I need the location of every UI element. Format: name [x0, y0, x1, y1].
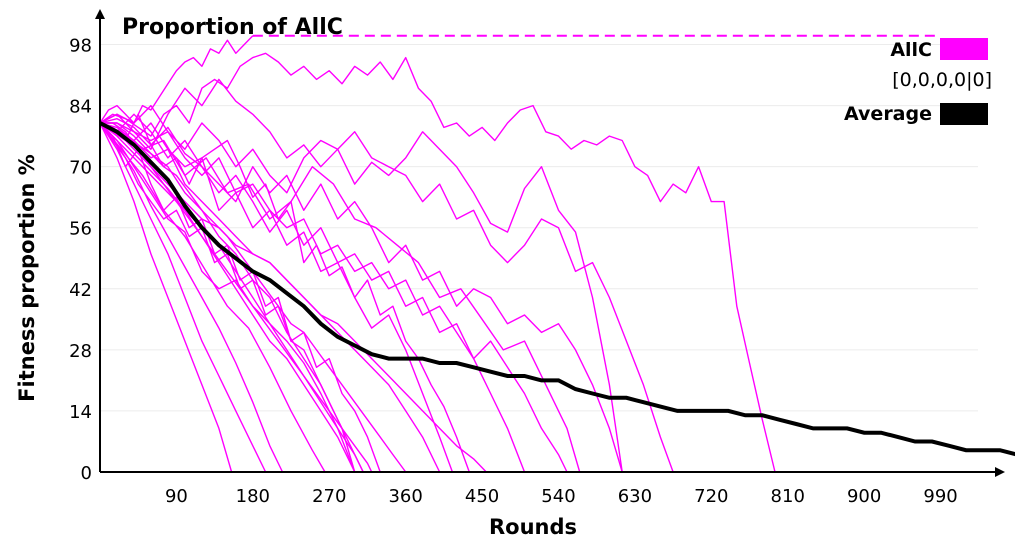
legend-label-average: Average	[844, 103, 932, 125]
y-axis-label: Fitness proportion %	[15, 154, 39, 402]
run-line-2	[99, 52, 776, 473]
axes	[95, 9, 1005, 477]
x-tick-label: 720	[694, 486, 728, 507]
y-tick-label: 28	[69, 341, 92, 362]
y-tick-label: 84	[69, 97, 92, 118]
run-line-5	[99, 122, 356, 473]
x-tick-label: 990	[923, 486, 957, 507]
chart-title: Proportion of AllC	[122, 15, 343, 40]
legend-label-allc: AllC	[890, 39, 932, 61]
y-tick-label: 0	[81, 463, 92, 484]
x-tick-labels: 90 180 270 360 450 540 630 720 810 900 990	[165, 486, 958, 507]
average-line	[99, 121, 1015, 457]
run-line-20	[99, 122, 487, 473]
run-lines	[99, 35, 776, 473]
run-line-21	[99, 122, 356, 473]
y-tick-label: 56	[69, 219, 92, 240]
run-line-10	[99, 122, 454, 473]
x-tick-label: 900	[847, 486, 881, 507]
x-axis-label: Rounds	[489, 515, 577, 539]
y-tick-label: 14	[69, 402, 92, 423]
run-line-3	[99, 78, 623, 473]
run-line-8	[99, 122, 284, 473]
x-tick-label: 270	[312, 486, 346, 507]
run-line-19	[99, 104, 674, 473]
x-tick-label: 90	[165, 486, 188, 507]
legend-swatch-average	[940, 103, 988, 125]
y-tick-label: 98	[69, 36, 92, 57]
legend: AllC [0,0,0,0|0] Average	[844, 38, 992, 125]
x-tick-label: 540	[541, 486, 575, 507]
run-line-12	[99, 122, 581, 473]
y-tick-label: 42	[69, 280, 92, 301]
run-line-22	[99, 122, 267, 473]
run-line-18	[99, 122, 364, 473]
run-line-17	[100, 122, 373, 473]
run-line-1	[99, 35, 254, 124]
x-tick-label: 630	[618, 486, 652, 507]
y-tick-label: 70	[69, 158, 92, 179]
x-tick-label: 450	[465, 486, 499, 507]
legend-swatch-allc	[940, 38, 988, 60]
run-line-7	[99, 122, 233, 473]
x-tick-label: 180	[236, 486, 270, 507]
y-tick-labels: 0 14 28 42 56 70 84 98	[69, 36, 92, 484]
legend-label-strategy: [0,0,0,0|0]	[892, 69, 992, 91]
run-line-4	[99, 113, 470, 473]
run-line-6	[99, 122, 326, 473]
run-line-24	[100, 122, 568, 473]
x-tick-label: 810	[771, 486, 805, 507]
x-tick-label: 360	[388, 486, 422, 507]
run-line-16	[99, 117, 623, 473]
